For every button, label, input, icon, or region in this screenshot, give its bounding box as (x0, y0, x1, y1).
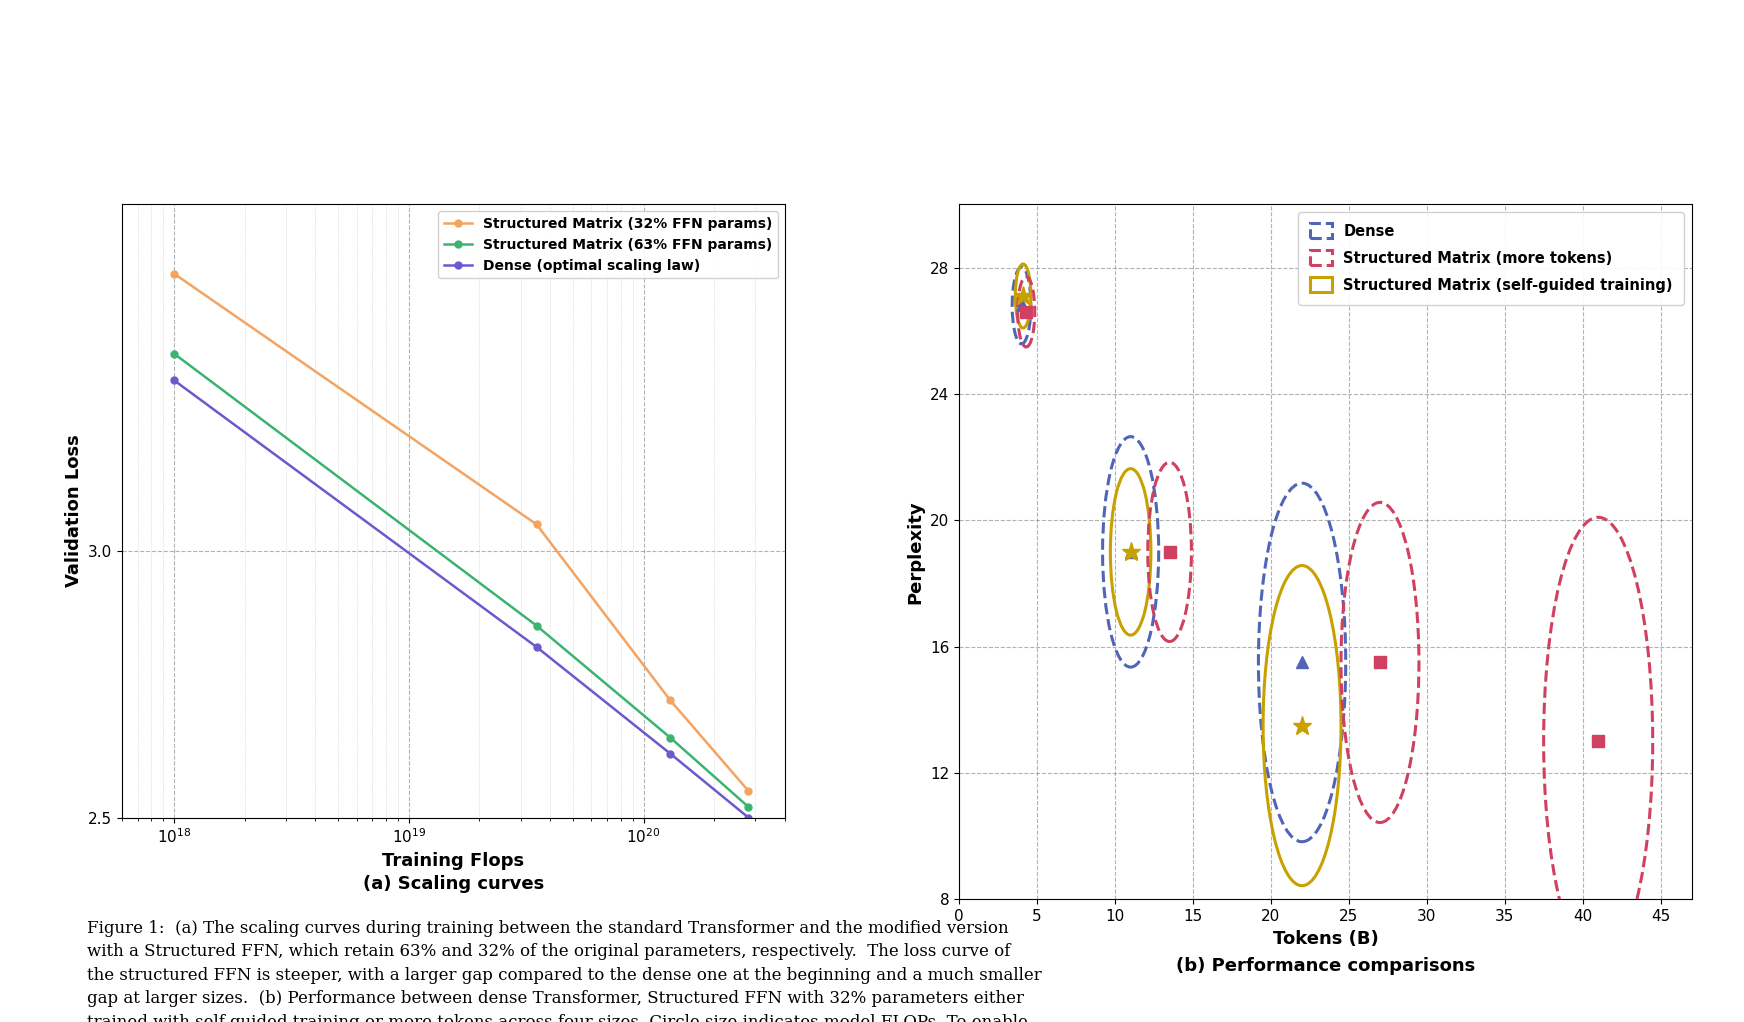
Structured Matrix (32% FFN params) (527, 518, 548, 530)
Line: Structured Matrix (32% FFN params): Structured Matrix (32% FFN params) (171, 270, 752, 794)
Structured Matrix (32% FFN params) (659, 694, 680, 706)
Y-axis label: Perplexity: Perplexity (907, 500, 924, 604)
Text: Figure 1:  (a) The scaling curves during training between the standard Transform: Figure 1: (a) The scaling curves during … (87, 920, 1041, 1022)
Line: Dense (optimal scaling law): Dense (optimal scaling law) (171, 377, 752, 821)
Structured Matrix (63% FFN params) (527, 619, 548, 632)
Line: Structured Matrix (63% FFN params): Structured Matrix (63% FFN params) (171, 351, 752, 810)
Structured Matrix (63% FFN params) (738, 801, 759, 814)
Legend: Dense, Structured Matrix (more tokens), Structured Matrix (self-guided training): Dense, Structured Matrix (more tokens), … (1298, 212, 1685, 305)
Structured Matrix (32% FFN params) (738, 785, 759, 797)
X-axis label: Training Flops: Training Flops (382, 851, 525, 870)
X-axis label: Tokens (B): Tokens (B) (1273, 930, 1378, 947)
Dense (optimal scaling law) (659, 747, 680, 759)
Dense (optimal scaling law) (738, 811, 759, 824)
Structured Matrix (63% FFN params) (164, 347, 185, 360)
Structured Matrix (63% FFN params) (659, 732, 680, 744)
Text: (b) Performance comparisons: (b) Performance comparisons (1175, 957, 1475, 975)
Y-axis label: Validation Loss: Validation Loss (65, 434, 82, 588)
Legend: Structured Matrix (32% FFN params), Structured Matrix (63% FFN params), Dense (o: Structured Matrix (32% FFN params), Stru… (438, 212, 778, 278)
Structured Matrix (32% FFN params) (164, 268, 185, 280)
Text: (a) Scaling curves: (a) Scaling curves (363, 875, 544, 893)
Dense (optimal scaling law) (527, 641, 548, 653)
Dense (optimal scaling law) (164, 374, 185, 386)
